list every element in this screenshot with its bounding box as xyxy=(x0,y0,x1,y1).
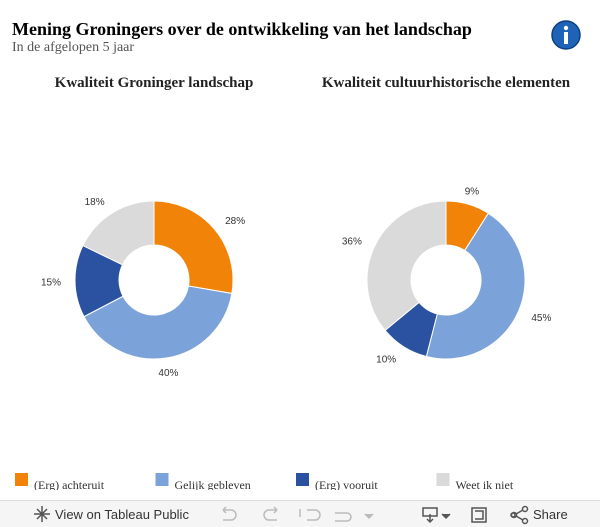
legend-label: (Erg) achteruit xyxy=(34,478,105,490)
data-label: 28% xyxy=(225,216,245,227)
legend-label: (Erg) vooruit xyxy=(315,478,378,490)
donut-slice xyxy=(153,200,234,295)
data-label: 18% xyxy=(85,197,105,208)
tableau-icon xyxy=(34,506,50,522)
title: Mening Groningers over de ontwikkeling v… xyxy=(12,19,472,39)
data-label: 9% xyxy=(465,187,480,198)
donut-slice xyxy=(83,285,233,360)
share-link[interactable]: Share xyxy=(533,507,568,522)
data-label: 10% xyxy=(376,355,396,366)
data-label: 36% xyxy=(342,236,362,247)
legend-swatch xyxy=(155,473,169,486)
donut-slice xyxy=(425,212,526,360)
chart-title: Kwaliteit Groninger landschap xyxy=(55,75,254,91)
undo-redo-icons xyxy=(222,506,374,522)
subtitle: In de afgelopen 5 jaar xyxy=(12,40,134,55)
legend-swatch xyxy=(436,473,450,486)
toolbar: View on Tableau Public Share xyxy=(0,500,600,527)
donut-slice xyxy=(82,200,155,266)
legend-swatch xyxy=(15,473,28,486)
share-icon[interactable] xyxy=(510,505,530,525)
data-label: 40% xyxy=(158,368,178,379)
donut-slice xyxy=(366,200,447,332)
data-label: 45% xyxy=(531,313,551,324)
legend-swatch xyxy=(296,473,309,486)
chart-title: Kwaliteit cultuurhistorische elementen xyxy=(322,75,571,91)
download-fullscreen-icons[interactable] xyxy=(420,505,520,525)
legend-label: Gelijk gebleven xyxy=(175,478,251,490)
legend-label: Weet ik niet xyxy=(456,478,514,490)
info-icon[interactable] xyxy=(551,20,581,50)
chart: Mening Groningers over de ontwikkeling v… xyxy=(12,19,581,490)
view-link[interactable]: View on Tableau Public xyxy=(55,507,189,522)
data-label: 15% xyxy=(41,277,61,288)
